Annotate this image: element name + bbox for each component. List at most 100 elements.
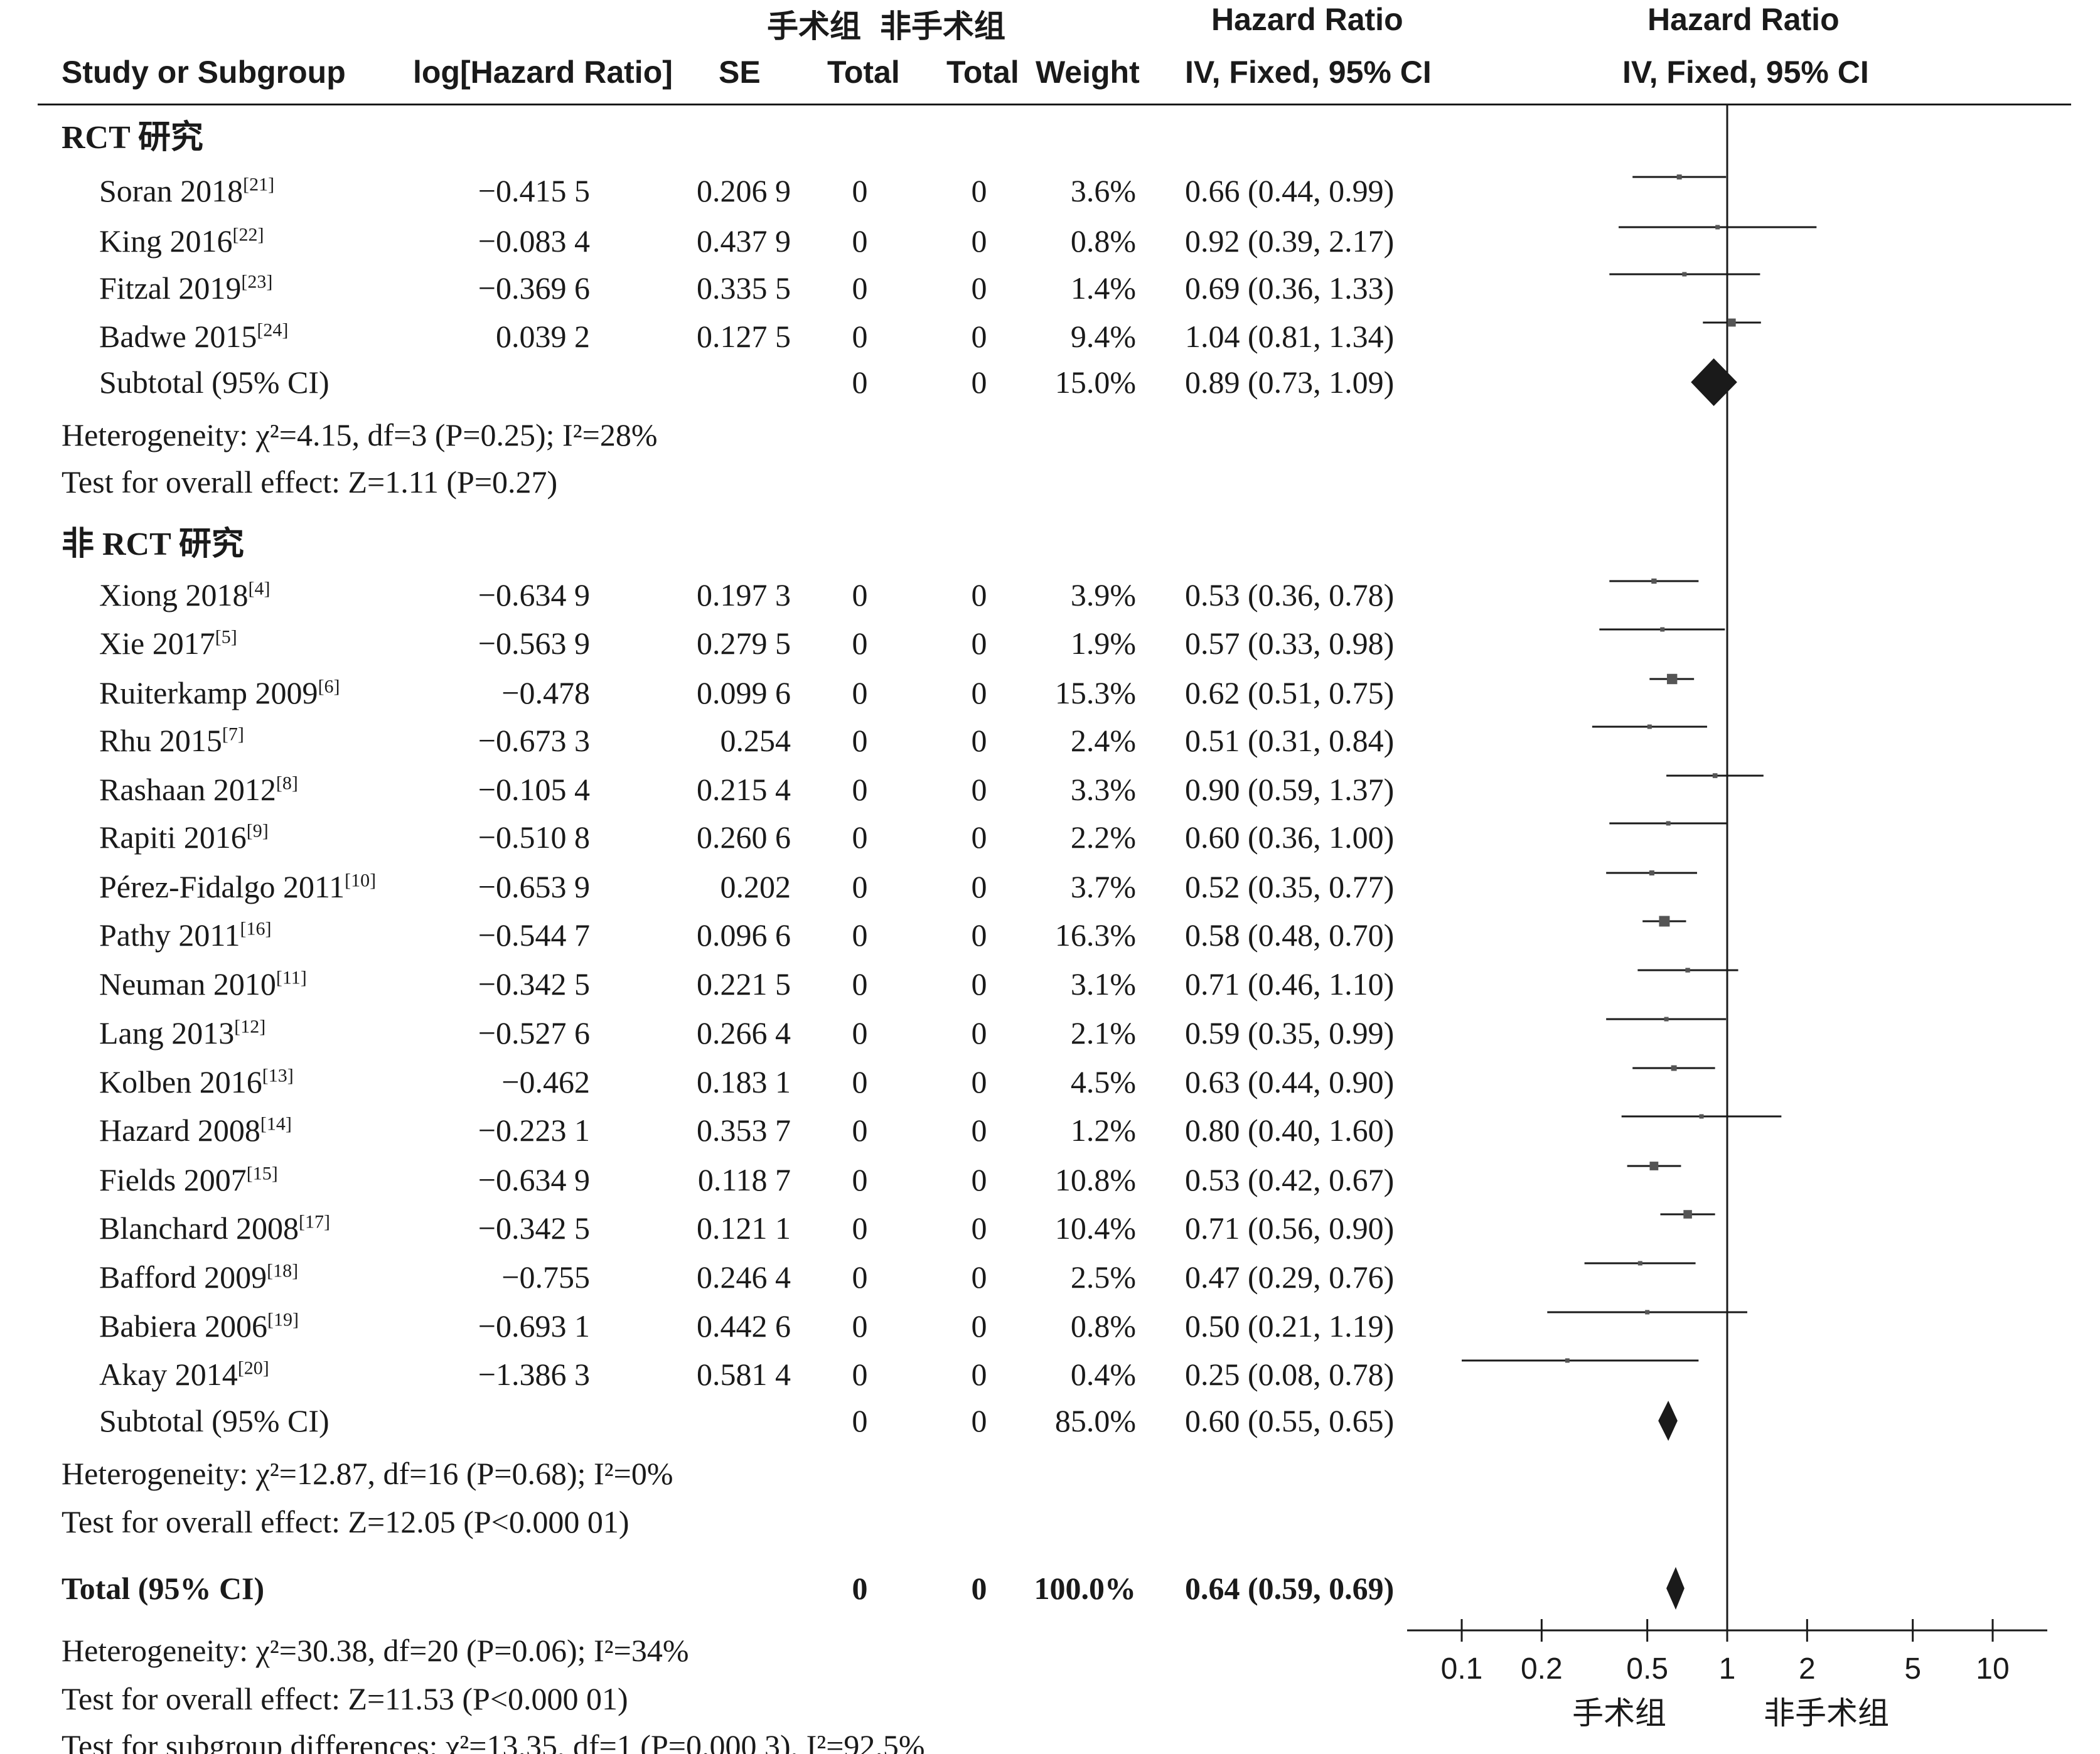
study-total-ctl: 0: [971, 675, 987, 710]
study-ci: 0.66 (0.44, 0.99): [1185, 173, 1395, 208]
study-reference: [16]: [240, 918, 272, 939]
study-loghr: −0.083 4: [478, 223, 590, 259]
study-loghr: −0.415 5: [478, 173, 590, 208]
study-se: 0.221 5: [697, 966, 791, 1002]
study-total-exp: 0: [852, 270, 868, 306]
total-overall-effect: Test for overall effect: Z=11.53 (P<0.00…: [62, 1681, 628, 1716]
study-total-ctl: 0: [971, 820, 987, 855]
x-tick-label: 5: [1904, 1652, 1921, 1686]
study-total-ctl: 0: [971, 173, 987, 208]
study-se: 0.215 4: [697, 772, 791, 807]
study-weight: 3.6%: [1070, 173, 1136, 208]
study-loghr: −0.527 6: [478, 1015, 590, 1051]
header-plot-title: Hazard Ratio: [1647, 2, 1840, 37]
study-reference: [4]: [248, 578, 271, 599]
effect-square: [1664, 1017, 1669, 1022]
study-ci: 0.71 (0.46, 1.10): [1185, 966, 1395, 1002]
effect-square: [1649, 1162, 1659, 1170]
study-name-text: Badwe 2015: [99, 319, 257, 354]
study-name-text: Xiong 2018: [99, 577, 249, 612]
effect-square: [1660, 627, 1665, 632]
study-reference: [15]: [246, 1163, 278, 1184]
study-ci: 0.80 (0.40, 1.60): [1185, 1113, 1395, 1148]
subtotal-ci: 0.89 (0.73, 1.09): [1185, 365, 1395, 400]
study-weight: 3.7%: [1070, 869, 1136, 904]
study-name-text: Hazard 2008: [99, 1113, 260, 1148]
study-total-ctl: 0: [971, 270, 987, 306]
study-ci: 0.60 (0.36, 1.00): [1185, 820, 1395, 855]
study-name-text: Bafford 2009: [99, 1259, 267, 1295]
study-reference: [20]: [237, 1357, 269, 1379]
study-total-exp: 0: [852, 1259, 868, 1295]
study-total-exp: 0: [852, 966, 868, 1002]
header-col-total-exp: Total: [827, 55, 900, 90]
subtotal-total-exp: 0: [852, 365, 868, 400]
study-ci: 0.69 (0.36, 1.33): [1185, 270, 1395, 306]
study-loghr: −0.544 7: [478, 917, 590, 953]
study-reference: [9]: [246, 820, 269, 842]
overall-effect-text: Test for overall effect: Z=1.11 (P=0.27): [62, 464, 558, 500]
study-weight: 0.8%: [1070, 1308, 1136, 1344]
study-se: 0.246 4: [697, 1259, 791, 1295]
study-weight: 0.8%: [1070, 223, 1136, 259]
study-name-text: Babiera 2006: [99, 1308, 267, 1344]
study-total-exp: 0: [852, 675, 868, 710]
study-se: 0.096 6: [697, 917, 791, 953]
study-total-exp: 0: [852, 577, 868, 612]
study-total-exp: 0: [852, 1064, 868, 1099]
study-weight: 2.2%: [1070, 820, 1136, 855]
study-name-text: Lang 2013: [99, 1015, 235, 1051]
study-name-text: King 2016: [99, 223, 233, 259]
study-name: Fitzal 2019[23]: [99, 269, 272, 307]
study-reference: [10]: [345, 870, 377, 891]
study-loghr: −0.223 1: [478, 1113, 590, 1148]
study-name: Bafford 2009[18]: [99, 1258, 298, 1296]
summary-diamond: [1658, 1401, 1678, 1441]
study-ci: 0.92 (0.39, 2.17): [1185, 223, 1395, 259]
subtotal-total-ctl: 0: [971, 1403, 987, 1438]
study-weight: 10.4%: [1054, 1211, 1136, 1246]
study-total-exp: 0: [852, 917, 868, 953]
header-col-total-ctl: Total: [946, 55, 1019, 90]
study-loghr: −0.653 9: [478, 869, 590, 904]
study-reference: [14]: [260, 1113, 292, 1135]
effect-square: [1649, 870, 1654, 876]
study-name-text: Xie 2017: [99, 626, 215, 661]
header-col-weight: Weight: [1036, 55, 1140, 90]
effect-square: [1685, 968, 1690, 973]
study-name-text: Kolben 2016: [99, 1064, 262, 1099]
study-total-ctl: 0: [971, 1113, 987, 1148]
study-total-ctl: 0: [971, 1064, 987, 1099]
study-name-text: Blanchard 2008: [99, 1211, 299, 1246]
heterogeneity-text: Heterogeneity: χ²=12.87, df=16 (P=0.68);…: [62, 1456, 673, 1491]
study-total-exp: 0: [852, 1308, 868, 1344]
study-name-text: Rashaan 2012: [99, 772, 276, 807]
study-name: Hazard 2008[14]: [99, 1111, 292, 1149]
study-total-exp: 0: [852, 223, 868, 259]
study-total-exp: 0: [852, 772, 868, 807]
effect-square: [1659, 916, 1670, 927]
study-loghr: −0.755: [501, 1259, 590, 1295]
study-loghr: −0.563 9: [478, 626, 590, 661]
summary-diamond: [1691, 358, 1737, 406]
study-loghr: −0.478: [501, 675, 590, 710]
study-total-ctl: 0: [971, 917, 987, 953]
study-weight: 1.4%: [1070, 270, 1136, 306]
header-plot-method: IV, Fixed, 95% CI: [1622, 55, 1869, 90]
effect-square: [1651, 578, 1657, 584]
study-reference: [17]: [298, 1211, 330, 1233]
study-total-ctl: 0: [971, 966, 987, 1002]
study-se: 0.442 6: [697, 1308, 791, 1344]
header-group-experimental: 手术组: [767, 9, 861, 44]
study-reference: [5]: [215, 626, 237, 648]
study-ci: 0.90 (0.59, 1.37): [1185, 772, 1395, 807]
x-tick-label: 10: [1976, 1652, 2009, 1686]
total-label: Total (95% CI): [62, 1571, 265, 1606]
study-ci: 0.63 (0.44, 0.90): [1185, 1064, 1395, 1099]
study-weight: 10.8%: [1054, 1162, 1136, 1197]
study-ci: 0.52 (0.35, 0.77): [1185, 869, 1395, 904]
study-name-text: Pérez-Fidalgo 2011: [99, 869, 345, 904]
study-se: 0.118 7: [697, 1162, 791, 1197]
